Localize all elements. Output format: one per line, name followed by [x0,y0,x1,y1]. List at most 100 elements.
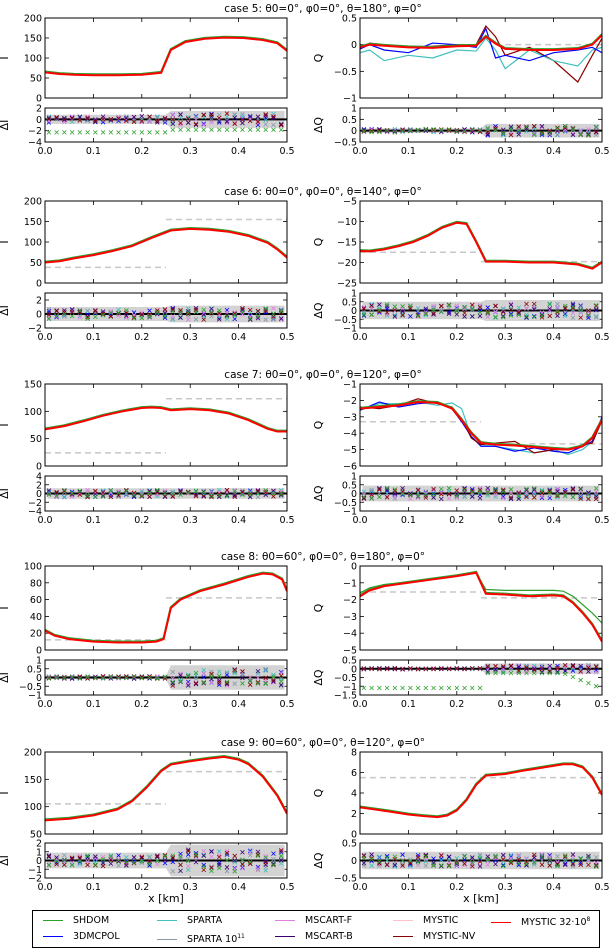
series-line-mystic-32e8 [45,406,287,433]
delta-marker [524,494,529,500]
delta-marker [485,858,491,863]
delta-marker [77,313,83,319]
series-line-mystic-32e8 [360,763,602,819]
axes-frame [44,17,288,99]
delta-marker [524,314,529,319]
delta-marker [224,868,230,874]
delta-marker [531,852,537,858]
delta-marker [415,858,421,864]
delta-marker [116,863,121,868]
case-title: case 8: θ0=60°, φ0=0°, θ=180°, φ=0° [221,551,425,563]
delta-marker [470,488,475,494]
delta-marker [477,853,483,859]
delta-marker [470,302,475,308]
delta-marker [408,492,413,498]
delta-marker [255,680,261,685]
delta-marker [508,126,514,132]
delta-marker [247,492,253,497]
delta-marker [555,301,560,307]
delta-marker [124,114,129,119]
delta-marker [531,859,537,865]
delta-marker [147,863,152,868]
delta-marker [555,493,560,499]
delta-marker [155,487,160,493]
delta-marker [508,124,514,130]
delta-marker [500,488,506,493]
delta-marker [46,118,52,124]
delta-marker [454,307,460,312]
delta-marker [462,493,467,499]
panel-dI-xtick-label: 0.5 [279,515,294,526]
panel-dQ: −0.5 0 0.5 0.0 0.1 0.2 0.3 0.4 0.5 ΔQ [312,839,610,894]
delta-marker [209,310,214,316]
delta-marker [539,315,545,320]
delta-marker [147,855,152,860]
delta-marker [423,306,429,311]
delta-marker [46,312,52,317]
delta-marker [470,314,475,319]
delta-marker [85,487,90,493]
panel-dQ-ytick-label: 1 [351,472,357,483]
delta-marker [240,488,245,493]
delta-marker [124,488,129,494]
delta-marker [93,674,98,680]
delta-marker [116,310,121,316]
legend-label: MYSTIC-NV [423,931,476,942]
delta-marker [69,676,75,681]
delta-marker [586,669,591,674]
delta-marker [201,121,207,127]
delta-marker [178,854,183,859]
delta-marker [240,849,245,855]
delta-marker [431,685,436,691]
delta-marker [209,864,214,869]
delta-marker [377,302,382,307]
panel-dI-xtick-label: 0.2 [134,882,149,893]
delta-marker [232,488,238,494]
delta-marker [408,666,413,671]
delta-marker [85,314,90,320]
delta-marker [62,675,67,681]
delta-marker [77,308,83,314]
delta-marker [62,130,67,135]
delta-marker [508,307,514,312]
delta-marker [547,669,553,674]
delta-marker [477,863,483,868]
delta-marker [570,304,576,310]
delta-marker [369,666,374,671]
delta-marker [377,490,382,496]
legend-entry-3dmcpol: 3DMCPOL [43,930,120,944]
delta-marker [69,313,75,319]
delta-marker [400,861,405,867]
delta-marker [454,303,460,308]
panel-dI-xtick-label: 0.4 [231,146,246,157]
delta-marker [400,127,405,133]
delta-marker [69,862,75,868]
delta-marker [278,491,284,497]
panel-I-ytick-label: 50 [30,74,42,85]
delta-marker [462,857,467,863]
plot-area [45,844,287,877]
case-8: case 8: θ0=60°, φ0=0°, θ=180°, φ=0°02040… [0,551,610,710]
delta-marker [170,309,176,314]
panel-dI-xtick-label: 0.0 [37,515,52,526]
delta-marker [392,314,398,319]
axes-frame [44,383,288,467]
delta-marker [547,306,553,311]
delta-marker [108,855,114,860]
delta-marker [116,676,121,681]
delta-marker [278,682,284,688]
delta-marker [271,489,276,495]
legend-swatch [157,920,177,921]
delta-marker [570,674,576,680]
delta-marker [224,670,230,676]
delta-marker [278,848,284,853]
delta-marker [77,676,83,681]
delta-marker [108,857,114,863]
delta-marker [524,670,529,676]
delta-marker [477,855,483,861]
delta-marker [516,664,522,670]
delta-marker [439,853,444,858]
case-5: case 5: θ0=0°, φ0=0°, θ=180°, φ=0°050100… [0,3,610,157]
delta-marker [201,307,207,313]
delta-marker [493,309,498,314]
